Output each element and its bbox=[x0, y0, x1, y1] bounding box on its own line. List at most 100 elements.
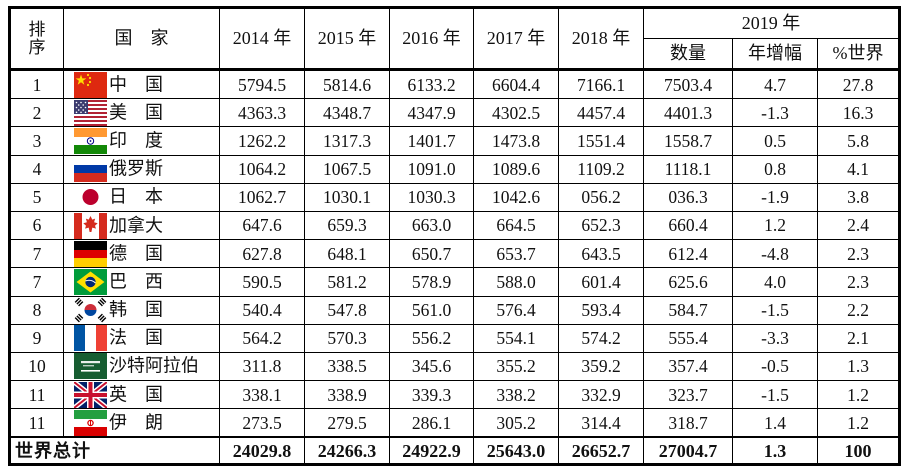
table-row: 3 印 度 1262.2 1317.3 1401.7 1473.8 1551.4 1558.7… bbox=[9, 126, 901, 156]
value-cell-0: 273.5 bbox=[219, 408, 305, 438]
value-cell-1: 570.3 bbox=[304, 323, 390, 353]
value-cell-5: 555.4 bbox=[643, 323, 733, 353]
value-cell-0: 1064.2 bbox=[219, 154, 305, 184]
value-cell-1: 4348.7 bbox=[304, 98, 390, 128]
rank-cell: 4 bbox=[9, 154, 64, 184]
flag-india-icon bbox=[74, 127, 107, 154]
value-cell-5: 1558.7 bbox=[643, 126, 733, 156]
value-cell-3: 338.2 bbox=[473, 380, 559, 410]
world-total-row: 世界总计 24029.8 24266.3 24922.9 25643.0 266… bbox=[9, 436, 901, 466]
country-cell: 德 国 bbox=[63, 239, 220, 269]
flag-russia-icon bbox=[74, 156, 107, 183]
rank-cell: 8 bbox=[9, 295, 64, 325]
header-year-2016: 2016 年 bbox=[389, 7, 474, 71]
value-cell-1: 1067.5 bbox=[304, 154, 390, 184]
value-cell-1: 1030.1 bbox=[304, 182, 390, 212]
flag-iran-icon bbox=[74, 409, 107, 436]
country-name: 加拿大 bbox=[109, 215, 163, 236]
flag-brazil-icon bbox=[74, 268, 107, 295]
value-cell-2: 6133.2 bbox=[389, 68, 474, 100]
country-name: 日 本 bbox=[109, 187, 163, 207]
country-name: 韩 国 bbox=[109, 299, 163, 320]
value-cell-4: 1109.2 bbox=[558, 154, 644, 184]
value-cell-7: 5.8 bbox=[816, 126, 901, 156]
value-cell-7: 2.1 bbox=[816, 323, 901, 353]
country-name: 俄罗斯 bbox=[109, 158, 163, 179]
value-cell-4: 7166.1 bbox=[558, 68, 644, 100]
table-row: 10 沙特阿拉伯 311.8 338.5 345.6 355.2 359.2 357.4 -0.… bbox=[9, 351, 901, 382]
table-row: 7 德 国 627.8 648.1 650.7 653.7 643.5 612.4 -4.8 2.… bbox=[9, 239, 901, 269]
total-2016: 24922.9 bbox=[389, 436, 474, 466]
value-cell-6: -1.5 bbox=[732, 295, 818, 325]
table-row: 8 韩 国 540.4 547.8 561.0 576.4 593.4 584.7 -1.5 2.… bbox=[9, 295, 901, 325]
country-name: 法 国 bbox=[109, 327, 163, 348]
value-cell-4: 1551.4 bbox=[558, 126, 644, 156]
table-row: 2 美 国 4363.3 4348.7 4347.9 4302.5 4457.4 4401.3… bbox=[9, 98, 901, 128]
value-cell-3: 305.2 bbox=[473, 408, 559, 438]
value-cell-5: 4401.3 bbox=[643, 98, 733, 128]
header-country: 国 家 bbox=[63, 7, 220, 71]
country-name: 沙特阿拉伯 bbox=[109, 356, 199, 377]
value-cell-3: 4302.5 bbox=[473, 98, 559, 128]
value-cell-0: 564.2 bbox=[219, 323, 305, 353]
value-cell-0: 311.8 bbox=[219, 351, 305, 382]
value-cell-3: 653.7 bbox=[473, 239, 559, 269]
value-cell-6: 4.7 bbox=[732, 68, 818, 100]
value-cell-5: 318.7 bbox=[643, 408, 733, 438]
value-cell-1: 1317.3 bbox=[304, 126, 390, 156]
country-cell: 巴 西 bbox=[63, 267, 220, 297]
value-cell-3: 355.2 bbox=[473, 351, 559, 382]
value-cell-1: 581.2 bbox=[304, 267, 390, 297]
value-cell-2: 650.7 bbox=[389, 239, 474, 269]
rank-cell: 2 bbox=[9, 98, 64, 128]
flag-canada-icon bbox=[74, 212, 107, 239]
value-cell-0: 4363.3 bbox=[219, 98, 305, 128]
value-cell-6: -1.9 bbox=[732, 182, 818, 212]
value-cell-2: 1091.0 bbox=[389, 154, 474, 184]
rank-cell: 9 bbox=[9, 323, 64, 353]
value-cell-6: 4.0 bbox=[732, 267, 818, 297]
total-2015: 24266.3 bbox=[304, 436, 390, 466]
header-rank: 排 序 bbox=[9, 7, 64, 71]
value-cell-0: 647.6 bbox=[219, 210, 305, 241]
value-cell-2: 561.0 bbox=[389, 295, 474, 325]
flag-france-icon bbox=[74, 325, 107, 352]
value-cell-6: -4.8 bbox=[732, 239, 818, 269]
country-name: 印 度 bbox=[109, 130, 163, 151]
header-year-2017: 2017 年 bbox=[473, 7, 559, 71]
value-cell-4: 593.4 bbox=[558, 295, 644, 325]
table-row: 1 中 国 5794.5 5814.6 6133.2 6604.4 7166.1 7503.4… bbox=[9, 68, 901, 100]
value-cell-0: 338.1 bbox=[219, 380, 305, 410]
value-cell-3: 664.5 bbox=[473, 210, 559, 241]
value-cell-0: 5794.5 bbox=[219, 68, 305, 100]
value-cell-2: 345.6 bbox=[389, 351, 474, 382]
value-cell-4: 4457.4 bbox=[558, 98, 644, 128]
value-cell-1: 279.5 bbox=[304, 408, 390, 438]
value-cell-7: 2.3 bbox=[816, 239, 901, 269]
value-cell-1: 338.5 bbox=[304, 351, 390, 382]
value-cell-7: 1.2 bbox=[816, 380, 901, 410]
country-cell: 日 本 bbox=[63, 182, 220, 212]
value-cell-6: 0.5 bbox=[732, 126, 818, 156]
value-cell-4: 652.3 bbox=[558, 210, 644, 241]
header-year-2014: 2014 年 bbox=[219, 7, 305, 71]
table-row: 9 法 国 564.2 570.3 556.2 554.1 574.2 555.4 -3.3 2.… bbox=[9, 323, 901, 353]
value-cell-5: 1118.1 bbox=[643, 154, 733, 184]
value-cell-5: 584.7 bbox=[643, 295, 733, 325]
value-cell-6: -0.5 bbox=[732, 351, 818, 382]
table-row: 5 日 本 1062.7 1030.1 1030.3 1042.6 056.2 036.3 -1… bbox=[9, 182, 901, 212]
flag-china-icon bbox=[74, 71, 107, 98]
value-cell-0: 540.4 bbox=[219, 295, 305, 325]
flag-uk-icon bbox=[74, 381, 107, 408]
value-cell-7: 3.8 bbox=[816, 182, 901, 212]
value-cell-0: 1262.2 bbox=[219, 126, 305, 156]
total-2014: 24029.8 bbox=[219, 436, 305, 466]
value-cell-4: 574.2 bbox=[558, 323, 644, 353]
value-cell-4: 359.2 bbox=[558, 351, 644, 382]
rank-cell: 11 bbox=[9, 408, 64, 438]
value-cell-3: 554.1 bbox=[473, 323, 559, 353]
value-cell-6: -1.3 bbox=[732, 98, 818, 128]
header-year-2015: 2015 年 bbox=[304, 7, 390, 71]
value-cell-6: 1.4 bbox=[732, 408, 818, 438]
